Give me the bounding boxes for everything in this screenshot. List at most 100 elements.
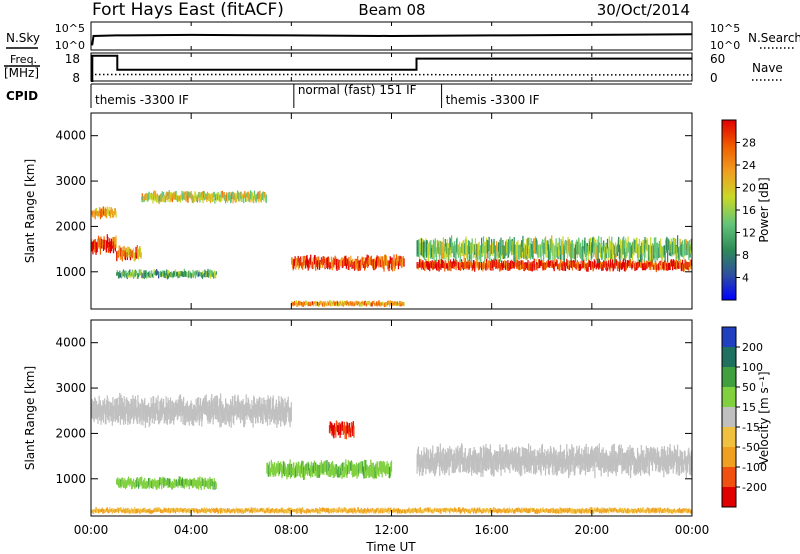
data-cell bbox=[342, 300, 344, 305]
data-cell bbox=[447, 508, 450, 512]
data-cell bbox=[397, 509, 399, 514]
data-cell bbox=[649, 448, 651, 462]
data-cell bbox=[648, 454, 651, 476]
data-cell bbox=[392, 509, 394, 514]
data-cell bbox=[111, 238, 113, 252]
x-tick-label: 16:00 bbox=[474, 523, 509, 537]
data-cell bbox=[293, 468, 296, 479]
data-cell bbox=[166, 269, 168, 276]
data-cell bbox=[651, 507, 654, 512]
data-cell bbox=[320, 300, 322, 305]
data-cell bbox=[572, 453, 574, 472]
data-cell bbox=[663, 260, 666, 269]
data-cell bbox=[316, 465, 318, 478]
data-cell bbox=[502, 245, 505, 259]
data-cell bbox=[357, 464, 359, 473]
data-cell bbox=[144, 272, 147, 278]
data-cell bbox=[524, 245, 527, 259]
data-cell bbox=[261, 398, 263, 413]
data-cell bbox=[142, 481, 144, 489]
data-cell bbox=[380, 302, 382, 307]
data-cell bbox=[667, 507, 669, 512]
data-cell bbox=[534, 510, 536, 514]
data-cell bbox=[231, 192, 233, 200]
data-cell bbox=[136, 253, 138, 259]
data-cell bbox=[125, 270, 127, 276]
data-cell bbox=[356, 509, 358, 513]
data-cell bbox=[348, 461, 351, 474]
data-cell bbox=[116, 398, 118, 421]
data-cell bbox=[609, 263, 611, 272]
data-cell bbox=[613, 508, 615, 511]
data-cell bbox=[597, 245, 599, 263]
data-cell bbox=[382, 509, 384, 514]
data-cell bbox=[112, 397, 114, 414]
data-cell bbox=[204, 269, 206, 277]
data-cell bbox=[116, 509, 118, 512]
freq-label-line2: [MHz] bbox=[4, 66, 39, 80]
data-cell bbox=[308, 509, 310, 513]
data-cell bbox=[332, 302, 334, 306]
data-cell bbox=[678, 456, 680, 470]
data-cell bbox=[553, 247, 555, 260]
data-cell bbox=[197, 407, 199, 421]
y-tick-label: 4000 bbox=[55, 336, 86, 350]
data-cell bbox=[104, 398, 106, 412]
data-cell bbox=[298, 257, 301, 268]
data-cell bbox=[260, 196, 262, 202]
data-cell bbox=[454, 244, 456, 260]
data-cell bbox=[287, 510, 289, 514]
data-cell bbox=[253, 196, 255, 204]
data-cell bbox=[385, 255, 387, 266]
data-cell bbox=[199, 272, 202, 277]
data-cell bbox=[281, 509, 283, 513]
data-cell bbox=[566, 509, 569, 514]
data-cell bbox=[452, 453, 455, 474]
data-cell bbox=[587, 263, 589, 272]
data-cell bbox=[259, 397, 261, 417]
data-cell bbox=[328, 258, 330, 265]
data-cell bbox=[512, 240, 514, 255]
data-cell bbox=[688, 262, 690, 271]
data-cell bbox=[268, 507, 270, 512]
data-cell bbox=[303, 509, 305, 513]
data-cell bbox=[387, 260, 389, 270]
data-cell bbox=[199, 192, 202, 201]
data-cell bbox=[549, 238, 551, 252]
data-cell bbox=[238, 192, 240, 202]
data-cell bbox=[425, 508, 428, 512]
data-cell bbox=[373, 467, 375, 480]
data-cell bbox=[190, 400, 192, 420]
data-cell bbox=[159, 507, 161, 512]
data-cell bbox=[680, 509, 682, 512]
data-cell bbox=[512, 263, 514, 269]
data-cell bbox=[458, 457, 460, 472]
data-cell bbox=[327, 256, 329, 268]
data-cell bbox=[246, 191, 249, 198]
data-cell bbox=[91, 241, 93, 252]
data-cell bbox=[335, 426, 337, 438]
data-cell bbox=[107, 510, 109, 514]
data-cell bbox=[358, 463, 361, 471]
data-cell bbox=[447, 248, 450, 261]
data-cell bbox=[211, 478, 214, 487]
data-cell bbox=[467, 260, 470, 266]
data-cell bbox=[156, 406, 158, 421]
data-band-3 bbox=[116, 245, 142, 262]
data-cell bbox=[568, 510, 570, 513]
data-cell bbox=[346, 510, 348, 514]
data-cell bbox=[363, 509, 365, 514]
velocity-colorbar-tick-label: 100 bbox=[742, 361, 763, 374]
data-cell bbox=[677, 235, 679, 253]
data-cell bbox=[580, 454, 582, 472]
data-cell bbox=[556, 246, 558, 258]
data-cell bbox=[281, 468, 284, 477]
data-cell bbox=[573, 447, 575, 461]
data-cell bbox=[116, 251, 118, 262]
cpid-label: CPID bbox=[6, 89, 38, 103]
data-cell bbox=[198, 191, 200, 197]
data-cell bbox=[645, 509, 647, 514]
data-cell bbox=[314, 301, 316, 304]
data-cell bbox=[250, 191, 252, 200]
velocity-colorbar-segment bbox=[722, 427, 736, 448]
